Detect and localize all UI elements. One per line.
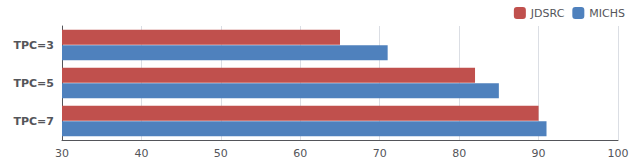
svg-text:TPC=7: TPC=7 <box>13 115 54 128</box>
svg-text:90: 90 <box>532 147 546 160</box>
svg-text:60: 60 <box>293 147 307 160</box>
svg-text:JDSRC: JDSRC <box>530 7 565 20</box>
svg-text:TPC=3: TPC=3 <box>13 39 54 52</box>
svg-text:40: 40 <box>134 147 148 160</box>
svg-text:80: 80 <box>452 147 466 160</box>
svg-text:50: 50 <box>214 147 228 160</box>
svg-text:100: 100 <box>608 147 629 160</box>
svg-text:MICHS: MICHS <box>589 7 625 20</box>
svg-text:TPC=5: TPC=5 <box>13 77 54 90</box>
svg-text:30: 30 <box>55 147 69 160</box>
svg-text:70: 70 <box>373 147 387 160</box>
